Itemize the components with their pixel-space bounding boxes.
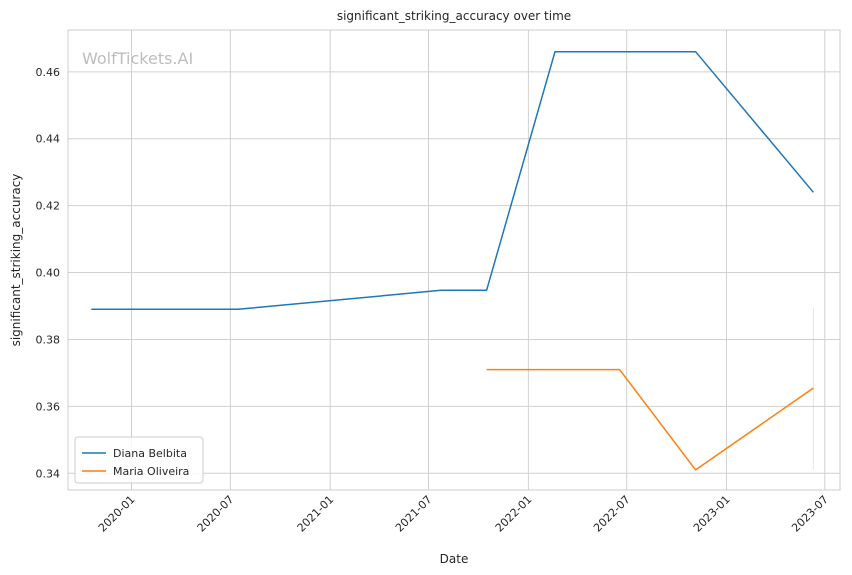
y-tick-label: 0.44 bbox=[36, 133, 61, 146]
x-tick-label: 2021-07 bbox=[393, 493, 435, 535]
watermark: WolfTickets.AI bbox=[82, 49, 193, 68]
legend-box bbox=[74, 436, 204, 484]
grid bbox=[68, 30, 840, 490]
y-tick-label: 0.38 bbox=[36, 333, 61, 346]
y-tick-label: 0.40 bbox=[36, 267, 61, 280]
plot-frame bbox=[67, 29, 841, 491]
x-tick-label: 2022-01 bbox=[493, 493, 535, 535]
y-tick-label: 0.46 bbox=[36, 66, 61, 79]
y-axis-label: significant_striking_accuracy bbox=[9, 174, 23, 347]
y-tick-label: 0.36 bbox=[36, 400, 61, 413]
series-line-maria-oliveira bbox=[486, 368, 814, 471]
legend-label-maria-oliveira: Maria Oliveira bbox=[113, 465, 189, 478]
x-tick-label: 2023-01 bbox=[691, 493, 733, 535]
x-tick-label: 2022-07 bbox=[591, 493, 633, 535]
x-tick-label: 2020-07 bbox=[195, 493, 237, 535]
legend-label-diana-belbita: Diana Belbita bbox=[113, 447, 187, 460]
x-tick-label: 2020-01 bbox=[96, 493, 138, 535]
chart-title: significant_striking_accuracy over time bbox=[337, 9, 571, 23]
y-tick-label: 0.42 bbox=[36, 200, 61, 213]
x-tick-label: 2021-01 bbox=[295, 493, 337, 535]
y-tick-label: 0.34 bbox=[36, 467, 61, 480]
x-axis-label: Date bbox=[440, 552, 469, 566]
series-line-diana-belbita bbox=[91, 50, 814, 311]
series-layer bbox=[91, 50, 814, 471]
x-tick-label: 2023-07 bbox=[789, 493, 831, 535]
legend: Diana Belbita Maria Oliveira bbox=[74, 436, 204, 484]
